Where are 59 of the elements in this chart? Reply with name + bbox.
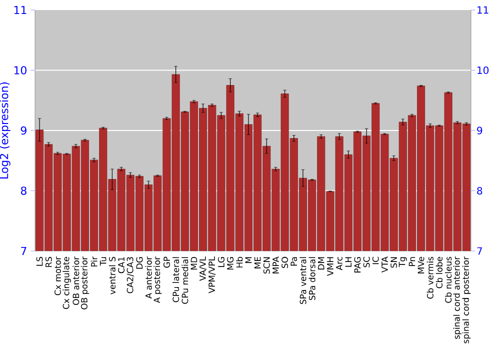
x-tick-label: MPA xyxy=(272,256,279,274)
x-tick-label: SN xyxy=(390,257,398,268)
x-tick-label: Pn xyxy=(408,257,416,266)
y-tick-label: 11 xyxy=(14,6,26,14)
x-tick-label: Arc xyxy=(336,256,342,270)
x-tick-label: CPu medial xyxy=(182,257,188,304)
x-tick-label: VMH xyxy=(327,257,334,276)
x-tick-label: MVe xyxy=(418,256,424,274)
x-tick-label: Cb lobe xyxy=(436,256,442,288)
y-tick-label: 8 xyxy=(20,186,26,195)
x-tick-label: ME xyxy=(254,256,261,268)
x-tick-label: SCN xyxy=(263,257,270,274)
x-tick-label: Cx motor xyxy=(54,256,61,296)
x-tick-label: MG xyxy=(227,257,234,270)
x-tick-label: Cb vermis xyxy=(426,256,434,299)
x-tick-label: MD xyxy=(190,256,198,270)
x-tick-label: Pa xyxy=(290,257,298,266)
y2-tick-label: 10 xyxy=(478,66,489,74)
x-tick-label: Hb xyxy=(236,256,243,268)
x-tick-label: DG xyxy=(136,257,143,269)
x-tick-label: Cx cingulate xyxy=(62,256,71,309)
y2-tick-label: 7 xyxy=(477,247,482,255)
x-tick-label: Tg xyxy=(398,257,407,268)
x-tick-label: Tu xyxy=(100,257,106,266)
x-tick-label: OB anterior xyxy=(72,256,80,305)
x-tick-label: SPa dorsal xyxy=(308,257,316,300)
x-tick-label: DM xyxy=(318,257,324,270)
x-tick-label: CA1 xyxy=(118,257,125,274)
x-tick-label: IC xyxy=(372,256,379,264)
y-tick-label: 7 xyxy=(21,246,26,255)
x-tick-label: RS xyxy=(45,256,52,267)
x-tick-label: CA2/CA3 xyxy=(126,257,134,294)
x-tick-label: Cb nucleus xyxy=(444,256,452,303)
x-tick-label: M xyxy=(245,257,252,263)
x-tick-label: LG xyxy=(218,257,224,267)
y-tick-label: 10 xyxy=(14,66,26,74)
x-tick-label: VA/VL xyxy=(200,256,207,281)
x-tick-label: OB posterior xyxy=(80,256,90,310)
x-tick-label: SC xyxy=(363,256,370,268)
x-tick-label: PAG xyxy=(354,257,361,272)
x-tick-label: spinal cord posterior xyxy=(462,256,471,344)
x-tick-label: A posterior xyxy=(154,256,162,304)
y2-tick-label: 8 xyxy=(477,186,482,195)
x-tick-label: A anterior xyxy=(145,256,152,299)
y-tick-label: 9 xyxy=(20,126,26,135)
y2-tick-label: 9 xyxy=(477,126,482,134)
x-tick-label: CPu lateral xyxy=(172,257,180,302)
x-tick-label: SO xyxy=(282,256,288,268)
x-tick-label: GP xyxy=(164,256,170,268)
x-tick-label: LH xyxy=(345,257,352,267)
x-tick-label: spinal cord anterior xyxy=(453,256,462,339)
x-tick-label: ventral S xyxy=(108,256,116,294)
x-tick-label: SPa ventral xyxy=(300,257,306,304)
x-tick-label: Pir xyxy=(90,256,98,266)
x-tick-label: VPM/VPL xyxy=(208,256,216,294)
x-tick-label: LS xyxy=(36,256,43,266)
y2-tick-label: 11 xyxy=(478,6,488,14)
y-axis-title: Log2 (expression) xyxy=(0,82,10,178)
x-tick-label: VTA xyxy=(382,256,388,273)
